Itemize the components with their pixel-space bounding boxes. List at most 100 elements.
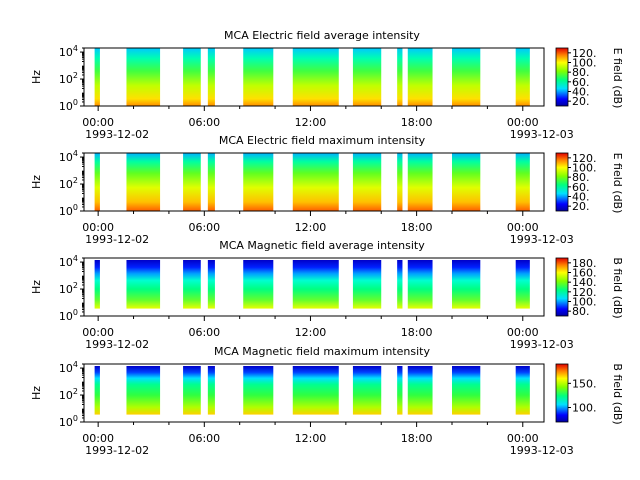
x-tick-time: 12:00 — [295, 221, 327, 234]
panel-3: MCA Magnetic field average intensity Hz 10… — [30, 239, 624, 351]
y-tick-label: 102 — [59, 281, 78, 296]
panel-title: MCA Magnetic field average intensity — [219, 239, 425, 252]
colorbar-tick-label: 60. — [572, 76, 590, 89]
y-axis-label: Hz — [30, 70, 43, 84]
data-segment-6 — [292, 366, 339, 415]
x-tick-time: 06:00 — [188, 432, 220, 445]
x-tick-date: 1993-12-02 — [85, 233, 149, 246]
data-segment-7 — [352, 48, 382, 106]
y-tick-label: 102 — [59, 176, 78, 191]
colorbar-tick-label: 120. — [572, 152, 597, 165]
data-segment-1 — [94, 260, 100, 309]
data-segment-4 — [207, 48, 215, 106]
data-segment-8 — [397, 366, 403, 415]
x-tick-date: 1993-12-02 — [85, 338, 149, 351]
colorbar — [555, 152, 569, 212]
x-tick-time: 00:00 — [507, 221, 539, 234]
data-segment-5 — [243, 153, 274, 211]
axes-frame — [83, 152, 545, 212]
x-tick-date: 1993-12-03 — [510, 444, 574, 457]
colorbar-tick-label: 100. — [572, 296, 597, 309]
colorbar-tick-label: 20. — [572, 95, 590, 108]
data-segment-7 — [352, 153, 382, 211]
y-axis-label: Hz — [30, 280, 43, 294]
panel-title: MCA Electric field average intensity — [224, 29, 420, 42]
data-segment-4 — [207, 260, 215, 309]
colorbar-tick-label: 100. — [572, 57, 597, 70]
x-tick-date: 1993-12-03 — [510, 128, 574, 141]
panel-title: MCA Magnetic field maximum intensity — [214, 345, 430, 358]
data-segment-5 — [243, 366, 274, 415]
data-segment-9 — [407, 260, 433, 309]
colorbar-tick-label: 180. — [572, 257, 597, 270]
colorbar-label: E field (dB) — [611, 153, 624, 214]
data-segment-4 — [207, 366, 215, 415]
x-tick-time: 00:00 — [82, 221, 114, 234]
x-tick-time: 12:00 — [295, 326, 327, 339]
x-tick-date: 1993-12-03 — [510, 233, 574, 246]
data-segment-10 — [452, 260, 481, 309]
data-segment-1 — [94, 48, 100, 106]
x-tick-time: 18:00 — [401, 116, 433, 129]
data-segment-7 — [352, 260, 382, 309]
data-segment-3 — [183, 153, 201, 211]
x-tick-time: 06:00 — [188, 116, 220, 129]
data-segment-1 — [94, 366, 100, 415]
data-segment-10 — [452, 153, 481, 211]
colorbar-tick-label: 40. — [572, 86, 590, 99]
colorbar-tick-label: 120. — [572, 47, 597, 60]
x-tick-time: 00:00 — [507, 116, 539, 129]
y-axis-label: Hz — [30, 386, 43, 400]
data-segment-6 — [292, 260, 339, 309]
y-tick-label: 100 — [59, 98, 78, 113]
data-segment-3 — [183, 48, 201, 106]
x-tick-time: 18:00 — [401, 326, 433, 339]
y-tick-label: 104 — [59, 360, 78, 375]
colorbar-label: B field (dB) — [611, 257, 624, 318]
data-segment-2 — [126, 366, 161, 415]
data-segment-6 — [292, 153, 339, 211]
colorbar — [555, 257, 569, 317]
data-segment-11 — [515, 366, 530, 415]
colorbar-label: E field (dB) — [611, 48, 624, 109]
data-segment-2 — [126, 48, 161, 106]
data-segment-5 — [243, 48, 274, 106]
x-tick-time: 06:00 — [188, 326, 220, 339]
data-segment-9 — [407, 366, 433, 415]
colorbar-tick-label: 100. — [572, 162, 597, 175]
colorbar-tick-label: 60. — [572, 181, 590, 194]
x-tick-date: 1993-12-02 — [85, 128, 149, 141]
y-tick-label: 100 — [59, 308, 78, 323]
x-tick-time: 00:00 — [507, 326, 539, 339]
x-tick-time: 00:00 — [82, 432, 114, 445]
colorbar-tick-label: 80. — [572, 305, 590, 318]
data-segment-2 — [126, 260, 161, 309]
data-segment-9 — [407, 153, 433, 211]
colorbar — [555, 363, 569, 423]
panel-1: MCA Electric field average intensity Hz 10… — [30, 29, 624, 141]
data-segment-7 — [352, 366, 382, 415]
y-tick-label: 100 — [59, 414, 78, 429]
data-segment-10 — [452, 366, 481, 415]
panel-title: MCA Electric field maximum intensity — [219, 134, 426, 147]
axes-frame — [83, 363, 545, 423]
axes-frame — [83, 47, 545, 107]
colorbar-tick-label: 40. — [572, 191, 590, 204]
x-tick-time: 00:00 — [82, 326, 114, 339]
data-segment-1 — [94, 153, 100, 211]
data-segment-11 — [515, 48, 530, 106]
panels: MCA Electric field average intensity Hz 10… — [30, 29, 624, 457]
x-tick-date: 1993-12-02 — [85, 444, 149, 457]
colorbar-tick-label: 120. — [572, 286, 597, 299]
y-tick-label: 104 — [59, 44, 78, 59]
colorbar-tick-label: 160. — [572, 267, 597, 280]
y-tick-label: 100 — [59, 203, 78, 218]
data-segment-5 — [243, 260, 274, 309]
data-segment-2 — [126, 153, 161, 211]
x-tick-time: 06:00 — [188, 221, 220, 234]
colorbar-tick-label: 80. — [572, 171, 590, 184]
colorbar-label: B field (dB) — [611, 363, 624, 424]
data-segment-9 — [407, 48, 433, 106]
colorbar — [555, 47, 569, 107]
